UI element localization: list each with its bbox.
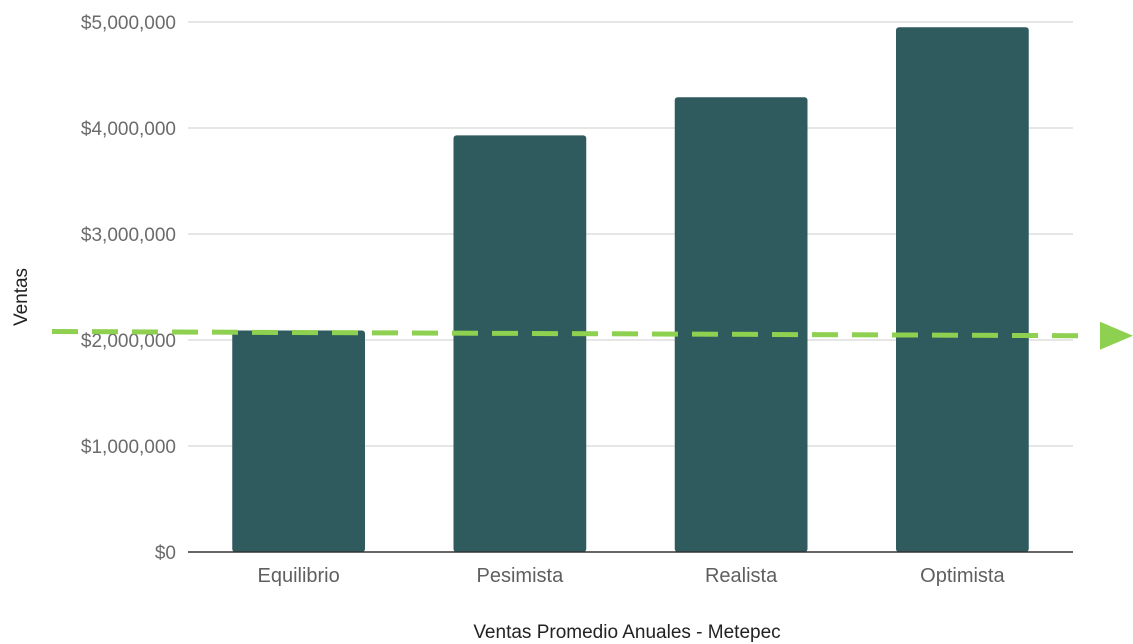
bar-optimista <box>896 27 1029 553</box>
reference-line <box>51 321 1133 350</box>
bar-realista <box>674 97 808 552</box>
bars <box>232 27 1029 553</box>
y-tick-label: $3,000,000 <box>81 225 176 246</box>
x-tick-label: Realista <box>705 565 778 587</box>
x-axis-title: Ventas Promedio Anuales - Metepec <box>473 622 780 643</box>
y-tick-label: $1,000,000 <box>81 437 176 458</box>
y-tick-labels: $0 $1,000,000 $2,000,000 $3,000,000 $4,000,0… <box>81 13 176 564</box>
y-tick-label: $2,000,000 <box>81 331 176 352</box>
y-tick-label: $0 <box>155 543 176 564</box>
arrow-head-icon <box>1100 321 1133 350</box>
x-tick-labels: Equilibrio Pesimista Realista Optimista <box>257 565 1005 587</box>
x-tick-label: Equilibrio <box>257 565 339 587</box>
x-tick-label: Pesimista <box>477 565 565 587</box>
y-tick-label: $5,000,000 <box>81 13 176 34</box>
reference-dashed-line <box>51 329 1091 339</box>
bar-pesimista <box>453 135 587 553</box>
x-tick-label: Optimista <box>920 565 1005 587</box>
y-tick-label: $4,000,000 <box>81 119 176 140</box>
y-axis-title: Ventas <box>11 268 32 326</box>
bar-equilibrio <box>232 330 365 552</box>
